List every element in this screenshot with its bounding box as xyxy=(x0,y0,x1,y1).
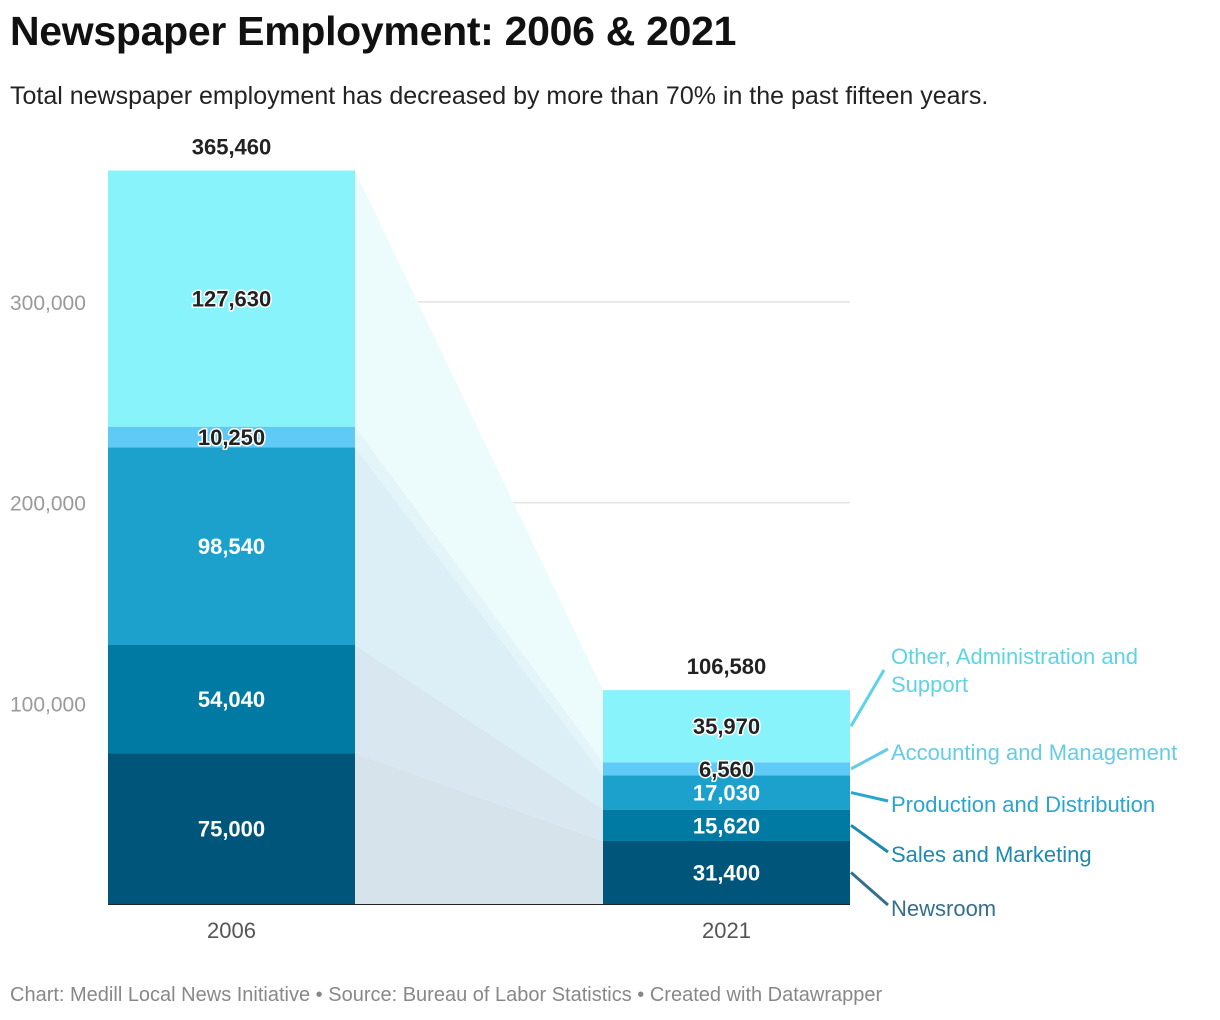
connector-bands xyxy=(355,170,603,904)
bar-segment xyxy=(108,426,355,448)
legend-label: Accounting and Management xyxy=(891,740,1177,765)
data-label: 31,400 xyxy=(693,860,760,885)
data-label: 17,030 xyxy=(693,781,760,806)
connector-band xyxy=(355,753,603,904)
y-tick-label: 300,000 xyxy=(10,292,86,315)
data-label: 98,540 xyxy=(198,534,265,559)
connector-band xyxy=(355,447,603,810)
legend-label: Sales and Marketing xyxy=(891,842,1092,867)
bar-segment xyxy=(603,840,850,904)
legend-label: Newsroom xyxy=(891,896,996,921)
legend-leader-line xyxy=(849,669,886,727)
bar-segment xyxy=(108,447,355,646)
bar-segment xyxy=(603,762,850,776)
data-label: 75,000 xyxy=(198,817,265,842)
data-label: 6,560 xyxy=(699,757,754,782)
total-label: 106,580 xyxy=(687,654,767,679)
bar-segment xyxy=(108,170,355,427)
chart-title: Newspaper Employment: 2006 & 2021 xyxy=(10,8,737,54)
legend-leader-line xyxy=(850,871,889,907)
y-tick-label: 200,000 xyxy=(10,493,86,516)
connector-band xyxy=(355,426,603,776)
y-tick-label: 100,000 xyxy=(10,693,86,716)
data-label: 10,250 xyxy=(198,425,265,450)
legend: Newsroom Sales and Marketing Production an… xyxy=(849,644,1177,921)
chart-subtitle: Total newspaper employment has decreased… xyxy=(10,82,989,110)
data-label: 35,970 xyxy=(693,714,760,739)
legend-label: Production and Distribution xyxy=(891,792,1155,817)
bar-segment xyxy=(108,645,355,754)
bars xyxy=(108,170,850,904)
legend-leader-line xyxy=(850,747,889,771)
legend-leader-line xyxy=(850,791,889,803)
labels: 100,000 200,000 300,000 75,000 54,040 98,540 1… xyxy=(10,135,766,943)
connector-band xyxy=(355,645,603,841)
data-label: 127,630 xyxy=(192,287,272,312)
bar-segment xyxy=(108,753,355,904)
data-label: 54,040 xyxy=(198,687,265,712)
legend-leader-line xyxy=(850,824,889,854)
bar-segment xyxy=(603,775,850,810)
bar-segment xyxy=(603,690,850,763)
chart-footer: Chart: Medill Local News Initiative • So… xyxy=(10,984,883,1006)
bar-segment xyxy=(603,809,850,841)
legend-label: Support xyxy=(891,672,968,697)
x-category-label: 2021 xyxy=(702,918,751,943)
total-label: 365,460 xyxy=(192,135,272,160)
legend-label: Other, Administration and xyxy=(891,644,1138,669)
connector-band xyxy=(355,170,603,763)
data-label: 15,620 xyxy=(693,813,760,838)
x-category-label: 2006 xyxy=(207,918,256,943)
